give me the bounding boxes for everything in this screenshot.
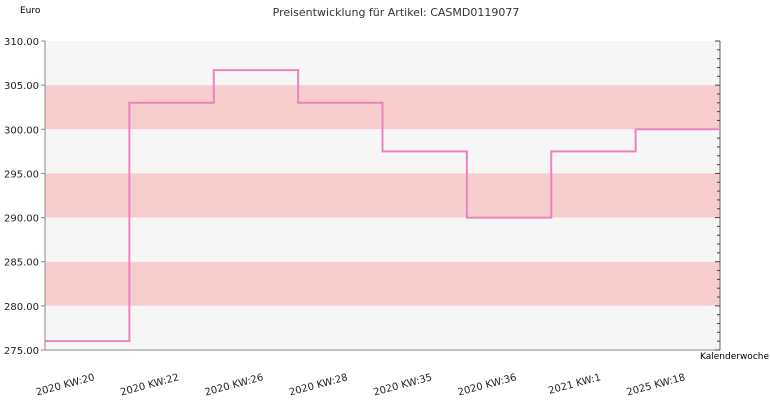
axes xyxy=(44,40,721,351)
x-tick-label: 2025 KW:18 xyxy=(626,372,687,398)
plot-band xyxy=(45,173,720,218)
y-tick-label: 280.00 xyxy=(4,302,39,313)
plot-band xyxy=(45,41,720,86)
series-layer xyxy=(45,69,720,343)
plot-band xyxy=(45,217,720,262)
x-tick-labels: 2020 KW:20 2020 KW:22 2020 KW:26 2020 KW:28… xyxy=(35,372,687,398)
x-tick-label: 2020 KW:22 xyxy=(119,372,180,398)
x-tick-label: 2020 KW:36 xyxy=(457,372,518,398)
x-tick-label: 2021 KW:1 xyxy=(547,372,602,397)
y-tick-label: 285.00 xyxy=(4,258,39,269)
x-tick-label: 2020 KW:26 xyxy=(204,372,265,398)
x-tick-label: 2020 KW:28 xyxy=(288,372,349,398)
plot-band xyxy=(45,305,720,350)
y-tick-label: 300.00 xyxy=(4,125,39,136)
x-tick-label: 2020 KW:20 xyxy=(35,372,96,398)
price-step-line xyxy=(45,69,720,343)
plot-bands xyxy=(45,41,720,350)
plot-band xyxy=(45,261,720,306)
y-axis-label: Euro xyxy=(20,6,41,16)
y-tick-label: 275.00 xyxy=(4,346,39,357)
x-axis-label: Kalenderwoche xyxy=(700,352,769,362)
y-tick-label: 290.00 xyxy=(4,214,39,225)
y-tick-labels: 310.00 305.00 300.00 295.00 290.00 285.00 280.… xyxy=(4,37,45,357)
chart-title: Preisentwicklung für Artikel: CASMD01190… xyxy=(273,6,520,19)
y-tick-label: 310.00 xyxy=(4,37,39,48)
x-tick-label: 2020 KW:35 xyxy=(372,372,433,398)
y-tick-label: 305.00 xyxy=(4,81,39,92)
y-tick-label: 295.00 xyxy=(4,169,39,180)
